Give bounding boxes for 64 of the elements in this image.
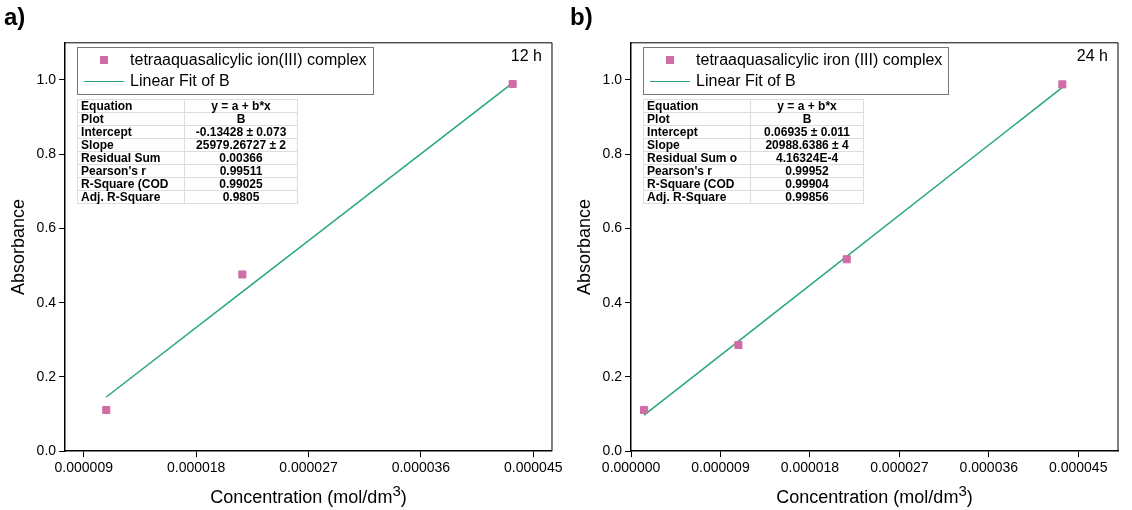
annotation: Intercept <box>77 124 185 139</box>
y-tick-label: 1.0 <box>602 70 623 87</box>
point <box>1058 80 1067 89</box>
x-tick-label: 0.000009 <box>691 459 750 476</box>
annotation: y = a + b*x <box>750 98 864 113</box>
x-tick-label: 0.000000 <box>601 459 661 476</box>
annotation: R-Square (COD <box>77 176 185 191</box>
annotation: 0.06935 ± 0.011 <box>750 124 864 139</box>
annotation: 0.99952 <box>750 163 864 178</box>
x-tick-label: 0.000036 <box>959 459 1019 476</box>
x-tick-label: 0.000018 <box>780 459 840 476</box>
point <box>640 405 649 415</box>
legend-label: Linear Fit of B <box>695 71 797 92</box>
annotation: Intercept <box>643 124 751 139</box>
point <box>842 255 851 264</box>
annotation: R-Square (COD <box>643 176 751 191</box>
annotation: 0.99856 <box>750 189 864 204</box>
y-tick-label: 0.0 <box>602 442 623 459</box>
x-tick-label: 0.000045 <box>1049 459 1108 476</box>
y-axis-title: Absorbance <box>573 198 594 296</box>
chart-title: b) <box>570 3 593 31</box>
annotation: 4.16324E-4 <box>750 150 864 165</box>
annotation: 24 h <box>1076 46 1108 65</box>
annotation: 0.9805 <box>184 189 298 204</box>
annotation: 0.99904 <box>750 176 864 191</box>
annotation: Pearson's r <box>643 163 751 178</box>
chart-title: a) <box>4 3 26 31</box>
y-tick-label: 0.0 <box>36 442 57 459</box>
annotation: 20988.6386 ± 4 <box>750 137 864 152</box>
x-tick-label: 0.000045 <box>504 459 563 476</box>
y-tick-label: 0.6 <box>36 219 57 236</box>
x-tick-label: 0.000018 <box>166 459 226 476</box>
point <box>102 405 111 415</box>
annotation: -0.13428 ± 0.073 <box>184 124 298 139</box>
point <box>508 79 517 89</box>
y-tick-label: 0.4 <box>602 293 623 310</box>
x-axis-title: Concentration (mol/dm$^{3}$) <box>775 482 974 508</box>
annotation: 0.99025 <box>184 176 298 191</box>
annotation: y = a + b*x <box>184 98 298 113</box>
annotation: Equation <box>77 98 185 113</box>
legend-label: tetraaquasalicylic ion(III) complex <box>129 50 367 71</box>
annotation: 0.99511 <box>184 163 298 178</box>
annotation: 12 h <box>510 46 542 65</box>
legend-label: tetraaquasalicylic iron (III) complex <box>695 50 943 71</box>
y-tick-label: 0.6 <box>602 219 623 236</box>
annotation: 25979.26727 ± 2 <box>184 137 298 152</box>
point <box>734 340 743 350</box>
x-tick-label: 0.000027 <box>279 459 338 476</box>
x-tick-label: 0.000027 <box>870 459 929 476</box>
point <box>238 270 247 279</box>
y-tick-label: 0.2 <box>602 367 623 384</box>
x-tick-label: 0.000009 <box>54 459 114 476</box>
annotation: Equation <box>643 98 751 113</box>
x-tick-label: 0.000036 <box>391 459 451 476</box>
y-axis-title: Absorbance <box>7 198 28 296</box>
annotation: Pearson's r <box>77 163 185 178</box>
y-tick-label: 0.4 <box>36 293 57 310</box>
y-tick-label: 0.8 <box>602 145 623 162</box>
annotation: 0.00366 <box>184 150 298 165</box>
y-tick-label: 0.2 <box>36 367 57 384</box>
legend-label: Linear Fit of B <box>129 71 231 92</box>
y-tick-label: 0.8 <box>36 145 57 162</box>
x-axis-title: Concentration (mol/dm$^{3}$) <box>209 482 408 508</box>
y-tick-label: 1.0 <box>36 70 57 87</box>
